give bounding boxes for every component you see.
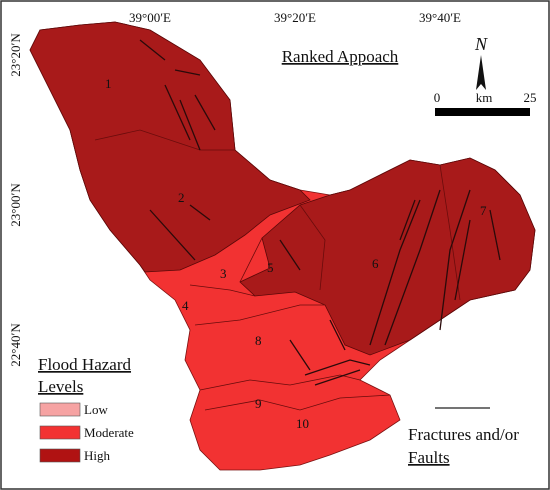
shape — [314, 369, 361, 386]
shape — [439, 164, 461, 301]
longitude-label: 39°20′E — [274, 10, 316, 25]
shape — [194, 304, 325, 326]
scale-label: km — [476, 90, 493, 105]
legend-title: Flood Hazard — [38, 355, 132, 374]
shape — [189, 284, 256, 297]
shape — [399, 199, 416, 241]
longitude-label: 39°40′E — [419, 10, 461, 25]
latitude-label: 23°20′N — [8, 33, 23, 77]
shape — [304, 359, 371, 376]
scale-label: 0 — [434, 90, 441, 105]
subbasin-label: 3 — [220, 266, 227, 281]
shape — [174, 69, 201, 76]
shape — [189, 204, 211, 221]
north-arrow: N — [474, 34, 488, 90]
legend-swatch — [39, 425, 81, 440]
scale-bar — [435, 108, 530, 116]
fracture-legend-label: Fractures and/or — [408, 425, 519, 444]
faults — [139, 39, 501, 386]
shape — [299, 204, 326, 291]
shape — [94, 129, 235, 151]
map-title: Ranked Appoach — [282, 47, 399, 66]
shape — [289, 339, 311, 371]
basin-high-east — [239, 157, 536, 356]
latitude-label: 22°40′N — [8, 323, 23, 367]
legend: Low Moderate High — [39, 402, 134, 463]
shape — [179, 99, 201, 151]
latitude-label: 23°00′N — [8, 183, 23, 227]
subbasin-label: 9 — [255, 396, 262, 411]
subbasin-label: 5 — [267, 260, 274, 275]
subbasin-label: 1 — [105, 76, 112, 91]
shape — [279, 239, 301, 271]
legend-swatch — [39, 448, 81, 463]
shape — [489, 209, 501, 261]
shape — [329, 319, 346, 351]
subbasin-label: 10 — [296, 416, 309, 431]
legend-title: Levels — [38, 377, 83, 396]
subbasin-label: 4 — [182, 298, 189, 313]
shape — [139, 39, 166, 61]
sub-boundaries — [94, 129, 461, 411]
shape — [149, 209, 196, 261]
basin-high-west — [29, 21, 311, 273]
shape — [199, 374, 361, 391]
shape — [476, 55, 486, 90]
subbasin-label: 6 — [372, 256, 379, 271]
legend-label: High — [84, 448, 111, 463]
shape — [194, 94, 216, 131]
shape — [164, 84, 191, 141]
shape — [204, 394, 391, 411]
subbasin-label: 7 — [480, 203, 487, 218]
legend-label: Low — [84, 402, 108, 417]
shape — [439, 189, 471, 331]
shape — [369, 199, 421, 346]
shape — [239, 237, 263, 283]
subbasin-label: 2 — [178, 190, 185, 205]
shape — [384, 189, 441, 346]
shape — [454, 219, 471, 301]
subbasin-label: 8 — [255, 333, 262, 348]
longitude-label: 39°00′E — [129, 10, 171, 25]
legend-label: Moderate — [84, 425, 134, 440]
north-label: N — [474, 34, 488, 54]
fracture-legend-label: Faults — [408, 448, 450, 467]
legend-swatch — [39, 402, 81, 417]
scale-label: 25 — [524, 90, 537, 105]
